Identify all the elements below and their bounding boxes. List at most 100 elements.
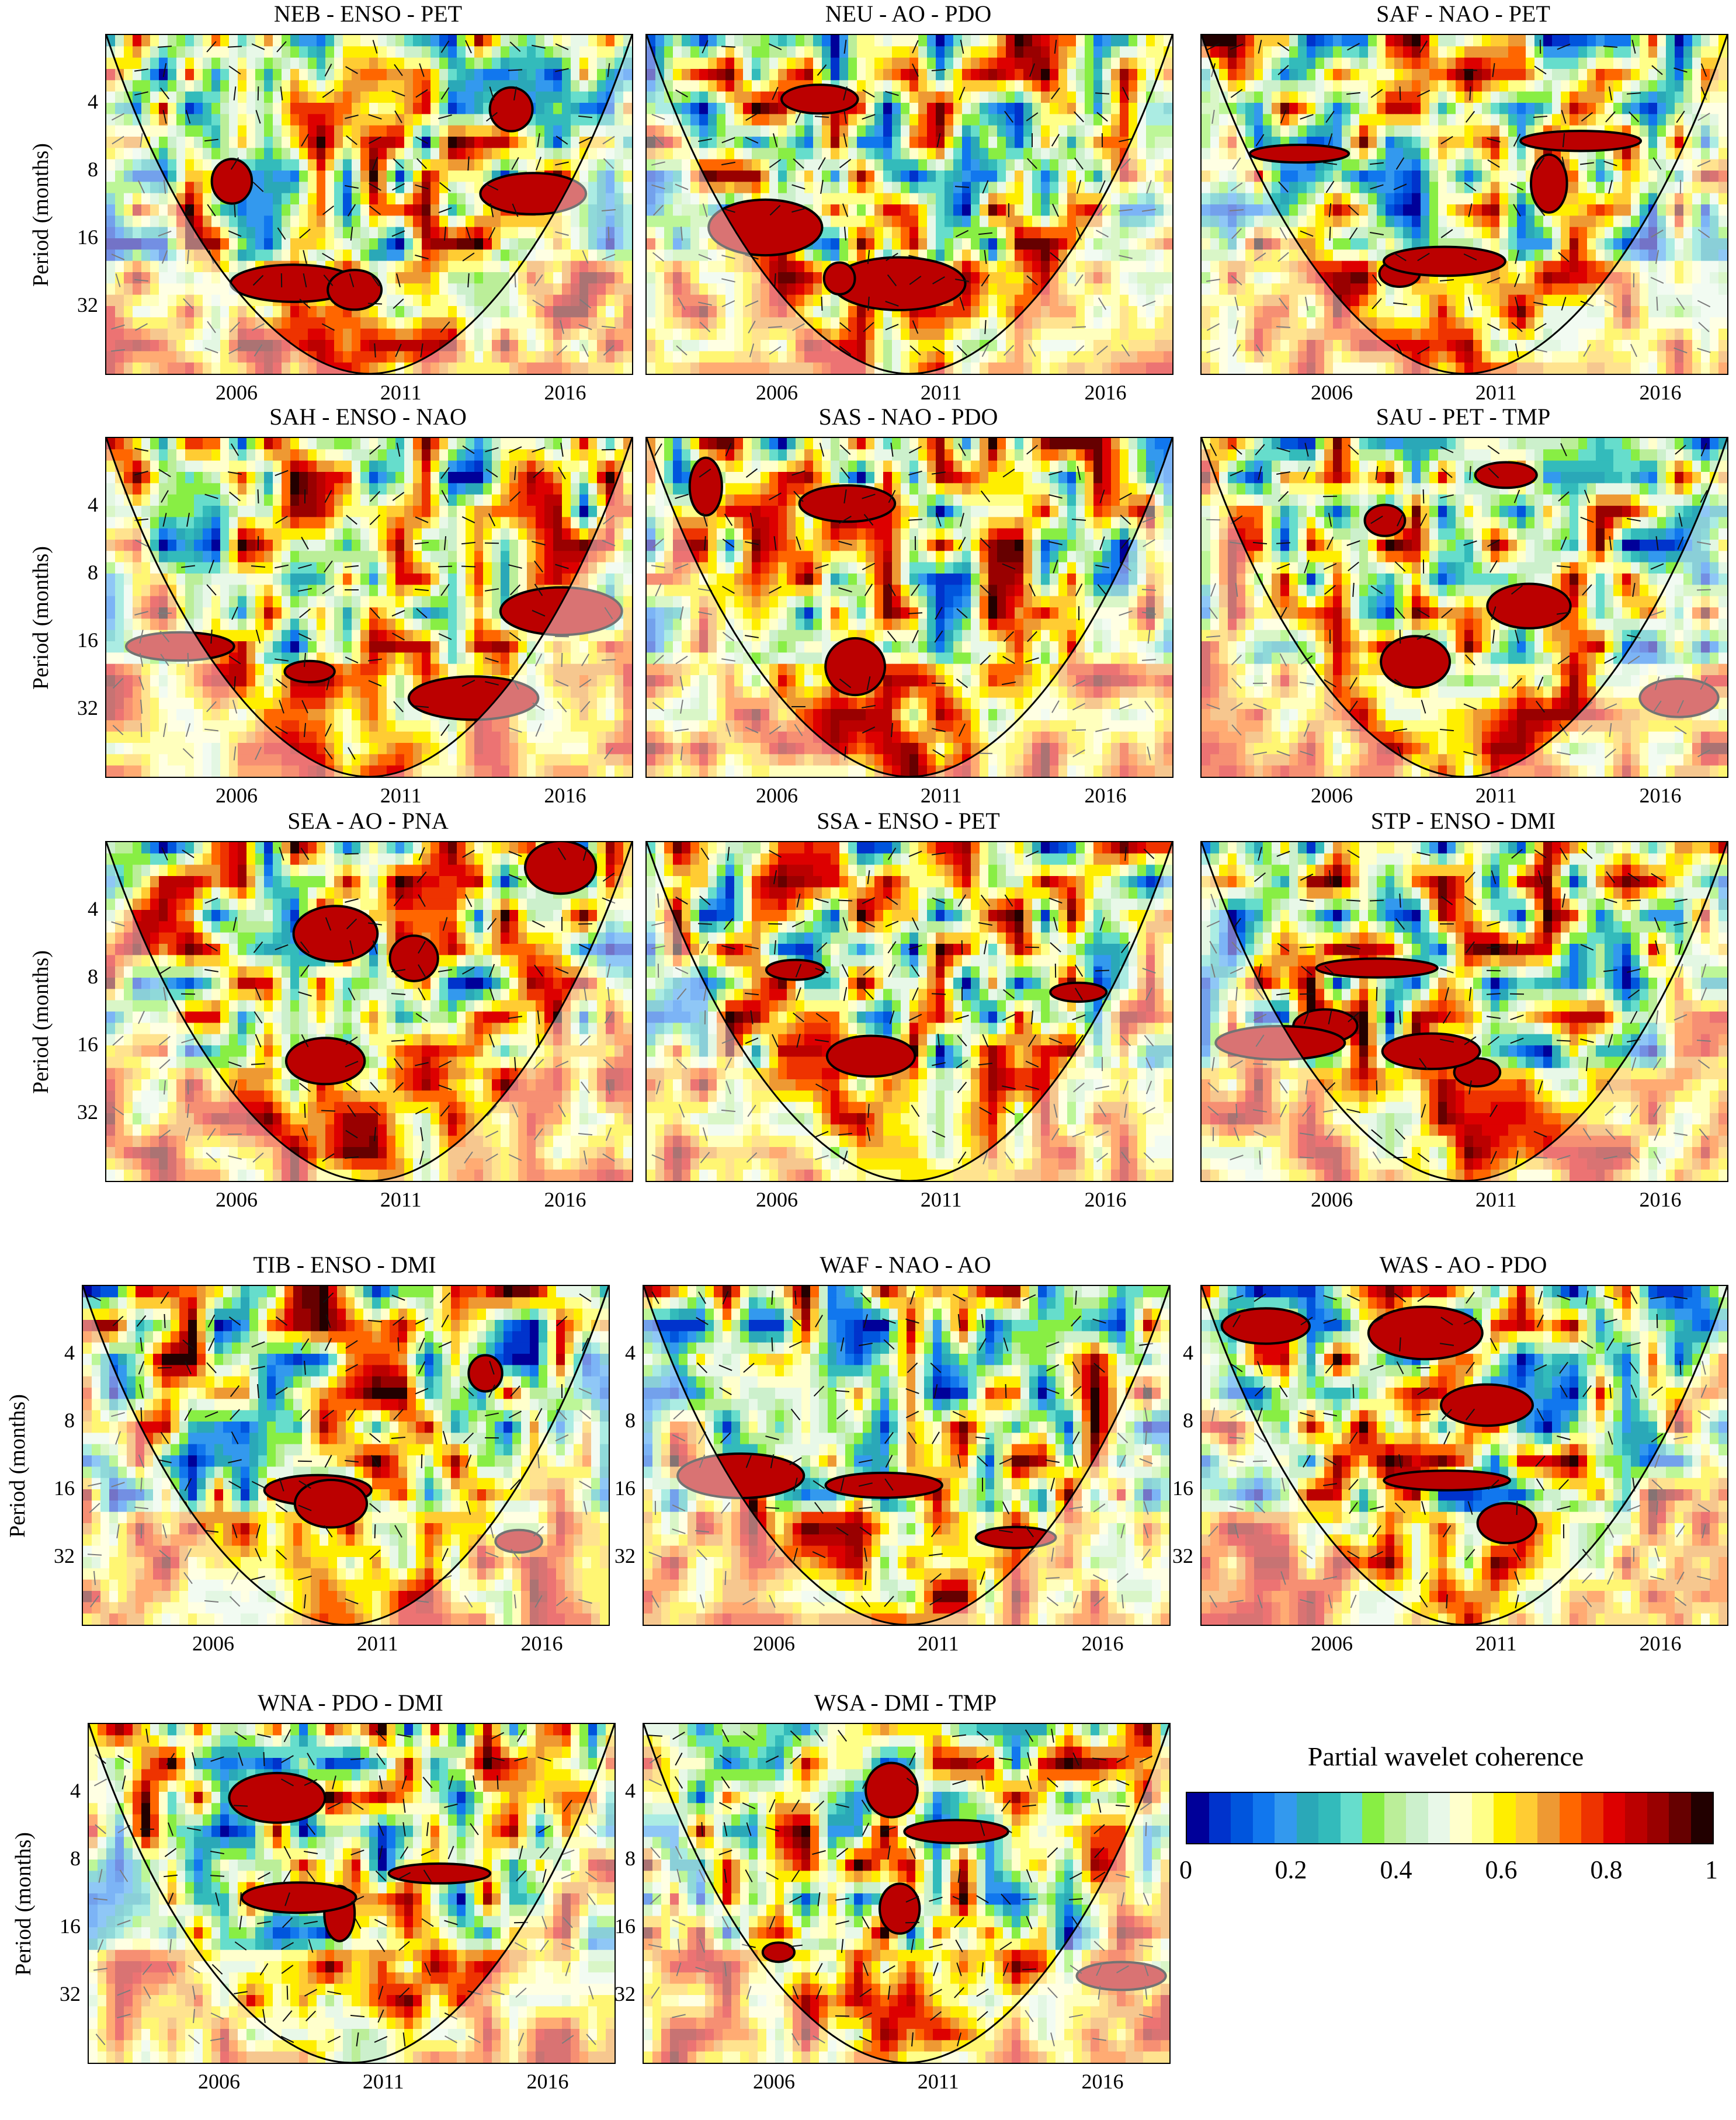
x-tick-label: 2011 [921,382,962,403]
y-tick-label: 8 [625,1848,636,1869]
x-tick-label: 2011 [357,1633,398,1654]
panel-title: SAU - PET - TMP [1200,403,1726,431]
y-tick-label: 4 [88,898,98,919]
y-tick-label: 16 [1172,1478,1193,1499]
colorbar-swatch [1231,1793,1253,1843]
colorbar-tick: 0.4 [1380,1857,1412,1883]
x-tick-label: 2016 [544,382,586,403]
significance-region [389,1864,491,1883]
x-tick-label: 2016 [1640,785,1682,806]
significance-region [1383,1034,1480,1069]
panel-title: SAS - NAO - PDO [645,403,1171,431]
colorbar-swatch [1318,1793,1341,1843]
heatmap-svg [647,35,1172,374]
heatmap-plot-area [645,34,1173,375]
x-tick-label: 2011 [1475,785,1517,806]
heatmap-svg [106,842,632,1181]
y-tick-label: 4 [88,91,98,112]
significance-region [825,638,885,695]
significance-region [904,1820,1008,1843]
significance-region [295,1480,367,1527]
heatmap-svg [1202,1286,1727,1625]
panel-title: NEU - AO - PDO [645,0,1171,28]
significance-region [286,1038,364,1084]
colorbar-swatch [1275,1793,1297,1843]
x-tick-label: 2006 [756,382,798,403]
y-tick-label: 32 [77,294,98,315]
panel-title: STP - ENSO - DMI [1200,807,1726,835]
panel-title: NEB - ENSO - PET [105,0,631,28]
y-tick-label: 16 [54,1478,75,1499]
y-axis-label: Period (months) [29,530,53,705]
colorbar-swatch [1253,1793,1275,1843]
heatmap-svg [644,1286,1169,1625]
x-tick-label: 2011 [363,2071,404,2092]
y-axis-label: Period (months) [29,127,53,303]
significance-region [390,936,438,981]
y-tick-label: 8 [70,1848,81,1869]
x-tick-label: 2016 [1085,785,1127,806]
panel-title: SAF - NAO - PET [1200,0,1726,28]
significance-region [763,1942,794,1962]
heatmap-plot-area [645,437,1173,778]
x-tick-label: 2011 [380,785,422,806]
x-tick-label: 2006 [192,1633,234,1654]
colorbar-swatch [1560,1793,1582,1843]
y-tick-label: 16 [614,1916,636,1937]
colorbar-swatch [1341,1793,1363,1843]
colorbar-swatch [1187,1793,1209,1843]
colorbar-swatch [1603,1793,1626,1843]
y-tick-label: 16 [614,1478,636,1499]
heatmap-plot-area [105,841,633,1182]
heatmap-plot-area [1200,437,1728,778]
y-tick-label: 32 [60,1983,81,2004]
significance-region [229,1773,325,1823]
x-tick-label: 2016 [1082,2071,1124,2092]
x-tick-label: 2011 [918,2071,959,2092]
colorbar-title: Partial wavelet coherence [1174,1740,1717,1773]
y-tick-label: 4 [625,1342,636,1363]
x-tick-label: 2016 [521,1633,563,1654]
significance-region [1250,145,1349,162]
y-tick-label: 8 [88,966,98,987]
colorbar-swatch [1581,1793,1603,1843]
colorbar-swatch [1362,1793,1384,1843]
y-tick-label: 4 [88,494,98,515]
y-tick-label: 32 [54,1545,75,1566]
significance-region [1441,1385,1533,1426]
panel-title: WNA - PDO - DMI [88,1689,613,1717]
heatmap-plot-area [643,1285,1171,1626]
x-tick-label: 2016 [544,785,586,806]
colorbar-swatch [1669,1793,1691,1843]
colorbar-swatch [1450,1793,1472,1843]
y-tick-label: 8 [625,1410,636,1431]
x-tick-label: 2016 [1640,1633,1682,1654]
heatmap-plot-area [88,1723,616,2064]
y-axis-label: Period (months) [29,934,53,1110]
x-tick-label: 2011 [918,1633,959,1654]
x-tick-label: 2011 [921,785,962,806]
y-tick-label: 8 [64,1410,75,1431]
significance-region [1384,247,1505,276]
colorbar-swatch [1494,1793,1516,1843]
heatmap-svg [83,1286,609,1625]
significance-region [1222,1308,1310,1343]
significance-region [1487,584,1570,628]
heatmap-svg [106,35,632,374]
x-tick-label: 2011 [380,382,422,403]
colorbar-swatch [1297,1793,1319,1843]
y-axis-label: Period (months) [12,1816,35,1992]
x-tick-label: 2006 [753,2071,795,2092]
significance-region [766,960,825,980]
y-tick-label: 4 [625,1780,636,1801]
significance-region [1381,636,1450,687]
significance-region [824,263,855,294]
x-tick-label: 2006 [1311,382,1353,403]
